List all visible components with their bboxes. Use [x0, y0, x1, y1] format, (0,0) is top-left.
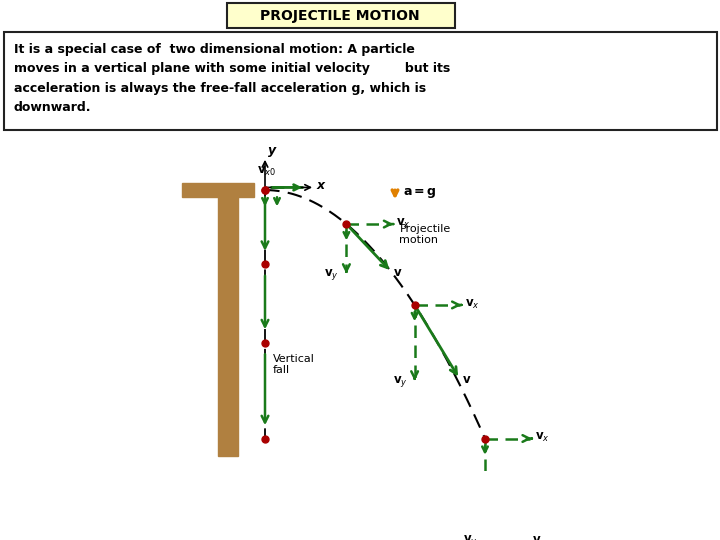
Text: downward.: downward.	[14, 101, 91, 114]
Bar	[182, 183, 254, 197]
Text: $\mathbf{v}_x$: $\mathbf{v}_x$	[464, 298, 480, 311]
Text: $\mathbf{a = g}$: $\mathbf{a = g}$	[403, 186, 436, 200]
Text: $\mathbf{v}$: $\mathbf{v}$	[532, 533, 541, 540]
Text: y: y	[268, 144, 276, 157]
Bar	[218, 190, 238, 456]
Text: $\mathbf{v}_y$: $\mathbf{v}_y$	[325, 267, 339, 281]
Text: PROJECTILE MOTION: PROJECTILE MOTION	[260, 9, 420, 23]
Text: moves in a vertical plane with some initial velocity        but its: moves in a vertical plane with some init…	[14, 63, 450, 76]
Text: acceleration is always the free-fall acceleration g, which is: acceleration is always the free-fall acc…	[14, 82, 426, 94]
Text: $\mathbf{v}_x$: $\mathbf{v}_x$	[535, 431, 550, 444]
Text: $\mathbf{v}$: $\mathbf{v}$	[393, 266, 403, 279]
Text: It is a special case of  two dimensional motion: A particle: It is a special case of two dimensional …	[14, 43, 415, 56]
Text: $\mathbf{v}_{x0}$: $\mathbf{v}_{x0}$	[257, 165, 276, 178]
FancyBboxPatch shape	[227, 3, 454, 28]
FancyBboxPatch shape	[4, 32, 716, 130]
Text: $\mathbf{v}_y$: $\mathbf{v}_y$	[392, 374, 408, 389]
Text: Projectile
motion: Projectile motion	[400, 224, 451, 245]
Text: $\mathbf{v}$: $\mathbf{v}$	[462, 373, 471, 387]
Text: Vertical
fall: Vertical fall	[273, 354, 315, 375]
Text: $\mathbf{v}_x$: $\mathbf{v}_x$	[397, 217, 411, 230]
Text: x: x	[317, 179, 325, 192]
Text: $\mathbf{v}_y$: $\mathbf{v}_y$	[463, 534, 478, 540]
